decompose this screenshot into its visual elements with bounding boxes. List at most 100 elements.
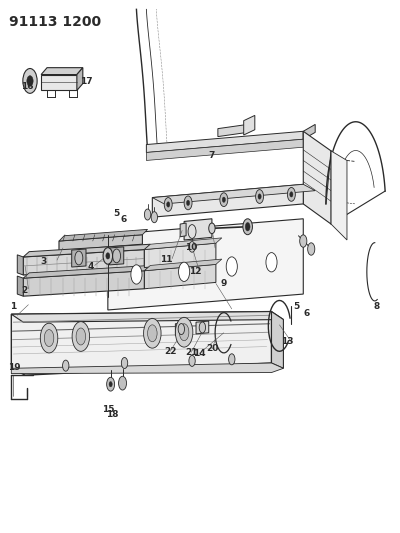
Ellipse shape: [188, 224, 196, 238]
Text: 19: 19: [8, 363, 20, 372]
Polygon shape: [11, 312, 284, 322]
Text: 16: 16: [21, 82, 34, 91]
Ellipse shape: [178, 324, 184, 335]
Polygon shape: [110, 247, 124, 265]
Polygon shape: [144, 243, 216, 268]
Polygon shape: [11, 363, 284, 374]
Ellipse shape: [287, 188, 295, 201]
Ellipse shape: [184, 196, 192, 210]
Polygon shape: [11, 312, 272, 375]
Ellipse shape: [72, 321, 90, 351]
Text: 12: 12: [189, 268, 202, 276]
Text: 6: 6: [303, 309, 310, 318]
Ellipse shape: [229, 354, 235, 365]
Ellipse shape: [23, 69, 37, 93]
Text: 91113 1200: 91113 1200: [9, 14, 102, 29]
Text: 3: 3: [40, 257, 46, 265]
Ellipse shape: [109, 382, 112, 387]
Ellipse shape: [118, 376, 126, 390]
Polygon shape: [108, 219, 303, 310]
Text: 18: 18: [106, 410, 118, 419]
Ellipse shape: [131, 265, 142, 284]
Polygon shape: [272, 312, 284, 368]
Polygon shape: [146, 131, 303, 152]
Ellipse shape: [300, 235, 307, 247]
Text: 10: 10: [185, 244, 198, 253]
Ellipse shape: [189, 356, 195, 366]
Text: 13: 13: [281, 337, 294, 346]
Ellipse shape: [148, 325, 157, 342]
Ellipse shape: [106, 253, 110, 259]
Polygon shape: [196, 321, 209, 334]
Ellipse shape: [107, 377, 114, 391]
Text: 5: 5: [293, 302, 299, 311]
Text: 15: 15: [102, 405, 114, 414]
Ellipse shape: [144, 209, 151, 220]
Ellipse shape: [167, 202, 170, 207]
Polygon shape: [23, 271, 144, 296]
Polygon shape: [59, 229, 148, 241]
Ellipse shape: [189, 241, 195, 252]
Text: 21: 21: [185, 348, 198, 357]
Ellipse shape: [76, 328, 86, 345]
Ellipse shape: [121, 358, 128, 368]
Ellipse shape: [258, 194, 261, 199]
Polygon shape: [17, 255, 23, 275]
Ellipse shape: [144, 318, 161, 348]
Polygon shape: [146, 139, 303, 160]
Text: 20: 20: [206, 344, 219, 353]
Ellipse shape: [308, 243, 315, 255]
Polygon shape: [23, 249, 144, 275]
Ellipse shape: [290, 192, 293, 197]
Text: 5: 5: [114, 209, 120, 218]
Ellipse shape: [44, 329, 54, 346]
Text: 6: 6: [121, 215, 127, 224]
Polygon shape: [303, 124, 315, 139]
Polygon shape: [23, 244, 150, 257]
Ellipse shape: [62, 360, 69, 371]
Polygon shape: [175, 322, 187, 335]
Ellipse shape: [40, 323, 58, 353]
Ellipse shape: [103, 248, 113, 264]
Ellipse shape: [256, 190, 264, 204]
Polygon shape: [248, 120, 254, 132]
Polygon shape: [152, 184, 315, 204]
Ellipse shape: [179, 324, 189, 341]
Ellipse shape: [220, 193, 228, 207]
Polygon shape: [303, 131, 331, 224]
Polygon shape: [17, 276, 23, 296]
Ellipse shape: [75, 251, 83, 265]
Text: 2: 2: [21, 286, 28, 295]
Polygon shape: [152, 184, 303, 217]
Text: 17: 17: [80, 77, 93, 86]
Polygon shape: [41, 75, 77, 91]
Text: 8: 8: [374, 302, 380, 311]
Polygon shape: [331, 151, 347, 240]
Ellipse shape: [209, 223, 215, 233]
Polygon shape: [77, 68, 83, 91]
Polygon shape: [41, 68, 83, 75]
Ellipse shape: [226, 257, 237, 276]
Polygon shape: [144, 264, 216, 289]
Polygon shape: [144, 238, 222, 249]
Polygon shape: [23, 265, 150, 278]
Ellipse shape: [266, 253, 277, 272]
Ellipse shape: [164, 198, 172, 212]
Text: 4: 4: [88, 262, 94, 271]
Polygon shape: [180, 223, 186, 237]
Ellipse shape: [175, 317, 193, 347]
Text: 7: 7: [209, 151, 215, 160]
Ellipse shape: [178, 262, 190, 281]
Ellipse shape: [113, 249, 120, 263]
Ellipse shape: [222, 197, 226, 203]
Text: 14: 14: [193, 349, 206, 358]
Ellipse shape: [151, 212, 158, 223]
Text: 11: 11: [160, 255, 172, 264]
Ellipse shape: [186, 200, 190, 206]
Polygon shape: [218, 124, 248, 136]
Ellipse shape: [27, 76, 33, 86]
Text: 1: 1: [10, 302, 16, 311]
Ellipse shape: [245, 222, 250, 231]
Polygon shape: [184, 219, 212, 240]
Text: 9: 9: [221, 279, 227, 288]
